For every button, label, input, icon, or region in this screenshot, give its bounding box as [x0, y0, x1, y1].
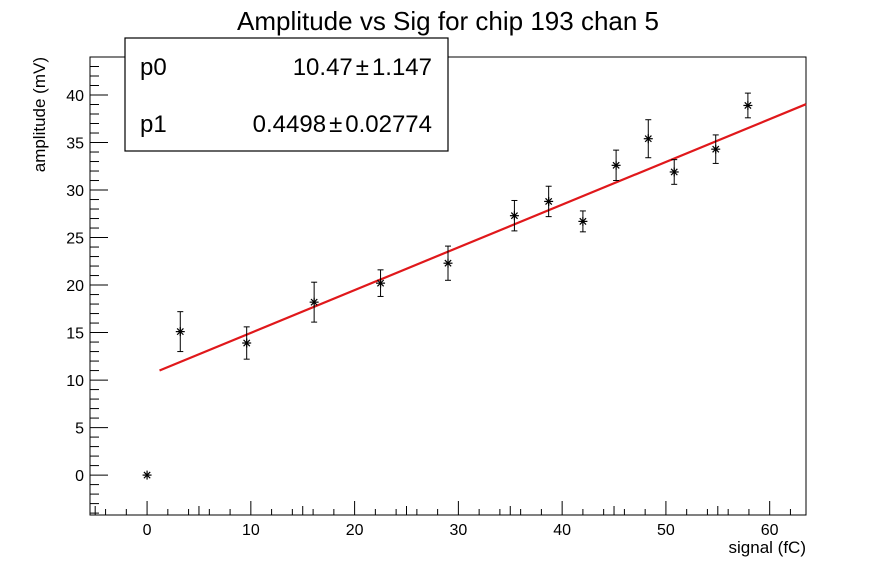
- data-point: [376, 269, 386, 297]
- stat-p0-value: 10.47 ±1.147: [293, 54, 432, 81]
- y-tick-label: 30: [66, 183, 84, 200]
- chart-title: Amplitude vs Sig for chip 193 chan 5: [237, 6, 659, 36]
- marker-stroke: [579, 217, 587, 225]
- marker-stroke: [712, 145, 720, 153]
- y-tick-label: 10: [66, 373, 84, 390]
- marker-stroke: [310, 298, 318, 306]
- data-point: [242, 326, 252, 360]
- y-tick-label: 0: [75, 468, 84, 485]
- y-tick-label: 25: [66, 231, 84, 248]
- data-point: [443, 245, 453, 281]
- x-tick-label: 20: [346, 522, 364, 539]
- data-point: [509, 199, 519, 232]
- y-axis-label: amplitude (mV): [30, 57, 49, 172]
- marker-stroke: [510, 212, 518, 220]
- fit-stats-box: p0 10.47 ±1.147 p1 0.4498 ±0.02774: [124, 37, 449, 152]
- data-point: [544, 185, 554, 218]
- data-point: [309, 281, 319, 323]
- x-tick-label: 10: [242, 522, 260, 539]
- y-tick-label: 5: [75, 421, 84, 438]
- data-point: [711, 134, 721, 164]
- marker-stroke: [545, 197, 553, 206]
- x-tick-label: 0: [143, 522, 152, 539]
- marker-stroke: [376, 279, 385, 287]
- y-tick-label: 15: [66, 326, 84, 343]
- data-point: [142, 470, 152, 480]
- y-tick-label: 20: [66, 278, 84, 295]
- axes: 0 10 20 30 40 50 60 0 5 10 15 20 25 30 35 40: [66, 66, 791, 539]
- x-tick-label: 40: [553, 522, 571, 539]
- data-point: [643, 119, 653, 159]
- marker-stroke: [143, 471, 151, 479]
- marker-stroke: [176, 328, 184, 336]
- data-point: [743, 92, 753, 119]
- x-tick-label: 50: [657, 522, 675, 539]
- stat-p1-name: p1: [140, 111, 167, 138]
- fit-line-group: [159, 103, 807, 372]
- data-points: [142, 92, 753, 480]
- fit-line: [159, 103, 807, 372]
- x-axis-label: signal (fC): [729, 538, 806, 557]
- y-tick-label: 35: [66, 136, 84, 153]
- y-tick-label: 40: [66, 88, 84, 105]
- marker-stroke: [744, 101, 752, 110]
- marker-stroke: [243, 339, 251, 347]
- marker-stroke: [444, 259, 452, 267]
- data-point: [175, 311, 185, 353]
- x-tick-label: 60: [761, 522, 779, 539]
- data-point: [611, 149, 621, 182]
- marker-stroke: [670, 168, 678, 176]
- stat-p0-name: p0: [140, 54, 167, 81]
- stat-p1-value: 0.4498 ±0.02774: [253, 111, 432, 138]
- data-point: [669, 159, 679, 185]
- stats-box-frame: [124, 37, 449, 152]
- data-point: [578, 210, 588, 233]
- marker-stroke: [644, 135, 652, 143]
- marker-stroke: [612, 161, 620, 169]
- x-tick-label: 30: [449, 522, 467, 539]
